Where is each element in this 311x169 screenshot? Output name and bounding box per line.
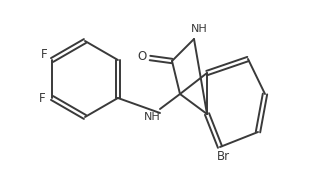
Text: F: F — [41, 47, 47, 61]
Text: F: F — [39, 91, 45, 104]
Text: Br: Br — [216, 151, 230, 163]
Text: O: O — [137, 51, 146, 64]
Text: NH: NH — [144, 112, 160, 122]
Text: NH: NH — [191, 24, 207, 34]
